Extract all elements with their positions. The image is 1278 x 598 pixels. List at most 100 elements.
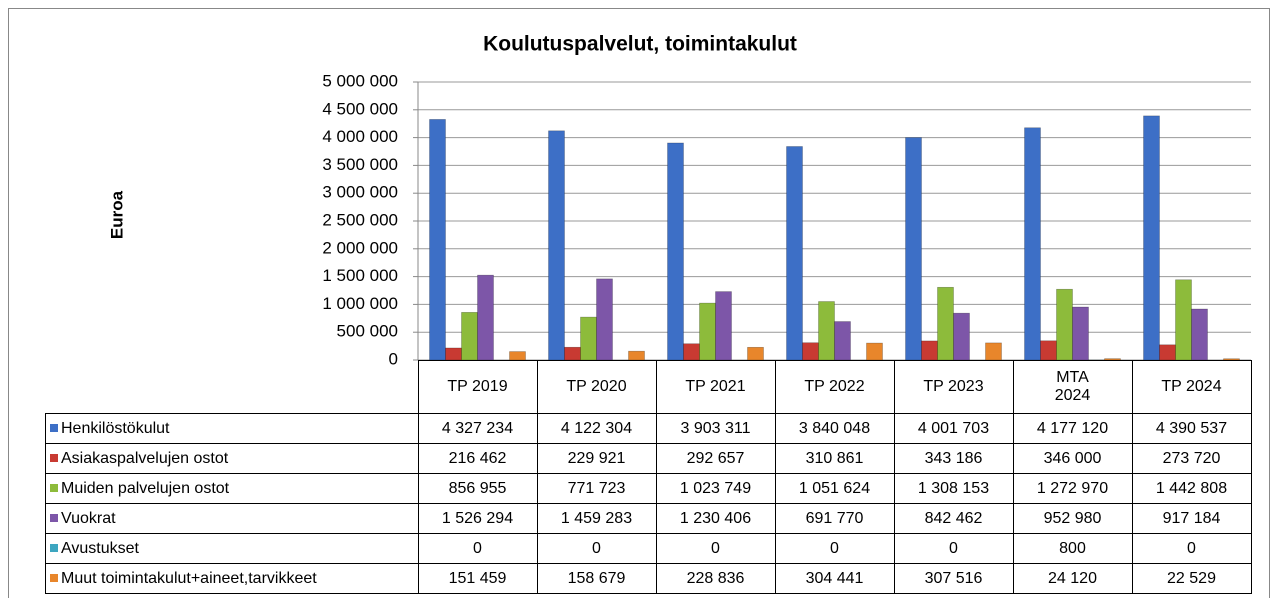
bar	[445, 347, 462, 361]
x-tick-label: TP 2021	[685, 378, 746, 395]
value-cell: 1 526 294	[417, 503, 538, 534]
value-cell: 4 327 234	[417, 413, 538, 444]
value-cell: 229 921	[536, 443, 657, 474]
value-cell: 343 186	[893, 443, 1014, 474]
y-axis-label: Euroa	[107, 190, 126, 239]
y-tick-label: 4 500 000	[322, 99, 398, 118]
bar	[667, 142, 684, 361]
bar	[834, 321, 851, 361]
value-cell: 771 723	[536, 473, 657, 504]
value-cell: 917 184	[1131, 503, 1252, 534]
bar	[1191, 308, 1208, 361]
x-tick-label: TP 2022	[804, 378, 865, 395]
value-cell: 691 770	[774, 503, 895, 534]
legend-key	[50, 514, 58, 523]
table-corner	[45, 360, 419, 414]
value-cell: 1 023 749	[655, 473, 776, 504]
category-cell: TP 2020	[536, 360, 657, 414]
bar	[985, 342, 1002, 361]
value-cell: 1 272 970	[1012, 473, 1133, 504]
data-table: TP 2019 TP 2020 TP 2021 TP 2022 TP 2023 MTA 2…	[45, 360, 1252, 594]
x-tick-label: MTA 2024	[1054, 369, 1091, 404]
value-cell: 0	[536, 533, 657, 564]
value-cell: 800	[1012, 533, 1133, 564]
legend-key	[50, 454, 58, 463]
value-cell: 304 441	[774, 563, 895, 594]
y-tick-label: 2 000 000	[322, 238, 398, 257]
y-tick-label: 5 000 000	[322, 71, 398, 90]
table-header-row: TP 2019 TP 2020 TP 2021 TP 2022 TP 2023 MTA 2…	[45, 360, 1252, 414]
bar	[937, 286, 954, 361]
value-cell: 228 836	[655, 563, 776, 594]
bar	[802, 342, 819, 361]
chart-title: Koulutuspalvelut, toimintakulut	[483, 33, 797, 56]
bar	[429, 119, 446, 361]
x-tick-label: TP 2023	[923, 378, 984, 395]
value-cell: 158 679	[536, 563, 657, 594]
value-cell: 0	[774, 533, 895, 564]
bar	[1143, 115, 1160, 361]
category-cell: TP 2022	[774, 360, 895, 414]
bar	[866, 342, 883, 361]
value-cell: 0	[893, 533, 1014, 564]
bar	[818, 301, 835, 361]
y-tick-label: 0	[389, 349, 398, 368]
value-cell: 4 177 120	[1012, 413, 1133, 444]
chart-border	[8, 8, 1270, 598]
y-tick-label: 1 000 000	[322, 294, 398, 313]
bar	[953, 312, 970, 361]
bar	[786, 146, 803, 361]
legend-key	[50, 544, 58, 553]
bar	[715, 291, 732, 361]
value-cell: 292 657	[655, 443, 776, 474]
bar	[1159, 344, 1176, 361]
bar	[564, 346, 581, 361]
y-tick-label: 3 500 000	[322, 155, 398, 174]
y-tick-label: 1 500 000	[322, 266, 398, 285]
value-cell: 856 955	[417, 473, 538, 504]
bar	[461, 312, 478, 361]
value-cell: 0	[1131, 533, 1252, 564]
bar	[905, 137, 922, 361]
value-cell: 952 980	[1012, 503, 1133, 534]
legend-label: Vuokrat	[61, 509, 116, 527]
legend-cell: Asiakaspalvelujen ostot	[45, 443, 419, 474]
value-cell: 310 861	[774, 443, 895, 474]
table-row: Muiden palvelujen ostot 856 955 771 723 1 0…	[45, 473, 1252, 504]
legend-label: Henkilöstökulut	[61, 419, 170, 437]
y-tick-label: 4 000 000	[322, 127, 398, 146]
x-tick-label: TP 2020	[566, 378, 627, 395]
bar	[596, 278, 613, 361]
bar	[548, 130, 565, 361]
value-cell: 1 230 406	[655, 503, 776, 534]
value-cell: 22 529	[1131, 563, 1252, 594]
legend-key	[50, 424, 58, 433]
bar	[477, 274, 494, 361]
y-tick-label: 2 500 000	[322, 210, 398, 229]
bar	[683, 343, 700, 361]
bar	[1072, 306, 1089, 361]
legend-key	[50, 574, 58, 583]
bar	[509, 351, 526, 361]
legend-cell: Henkilöstökulut	[45, 413, 419, 444]
value-cell: 216 462	[417, 443, 538, 474]
legend-label: Avustukset	[61, 539, 139, 557]
value-cell: 1 308 153	[893, 473, 1014, 504]
value-cell: 307 516	[893, 563, 1014, 594]
legend-cell: Muut toimintakulut+aineet,tarvikkeet	[45, 563, 419, 594]
table-row: Muut toimintakulut+aineet,tarvikkeet 151 …	[45, 563, 1252, 594]
value-cell: 346 000	[1012, 443, 1133, 474]
value-cell: 1 442 808	[1131, 473, 1252, 504]
table-row: Vuokrat 1 526 294 1 459 283 1 230 406 691 77…	[45, 503, 1252, 534]
bar	[1223, 358, 1240, 361]
legend-label: Asiakaspalvelujen ostot	[61, 449, 229, 467]
category-cell: TP 2021	[655, 360, 776, 414]
bar	[921, 340, 938, 361]
value-cell: 0	[655, 533, 776, 564]
x-tick-label: TP 2024	[1161, 378, 1222, 395]
value-cell: 4 390 537	[1131, 413, 1252, 444]
value-cell: 4 001 703	[893, 413, 1014, 444]
value-cell: 4 122 304	[536, 413, 657, 444]
